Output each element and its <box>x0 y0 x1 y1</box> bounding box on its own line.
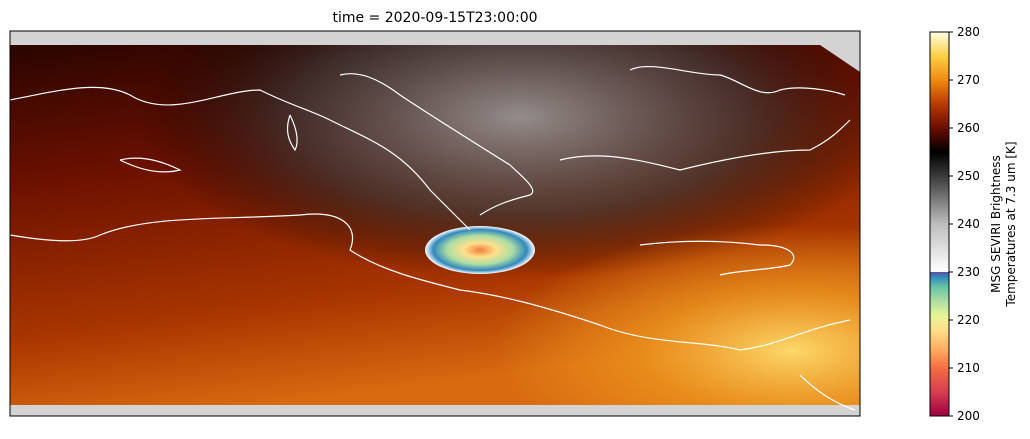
colorbar: MSG SEVIRI Brightness Temperatures at 7.… <box>929 25 1018 423</box>
colorbar-tick-label: 200 <box>957 409 980 423</box>
colorbar-label: MSG SEVIRI Brightness <box>989 155 1003 293</box>
colorbar-tick-label: 240 <box>957 217 980 231</box>
colorbar-label: Temperatures at 7.3 um [K] <box>1004 141 1018 307</box>
colorbar-tick-label: 250 <box>957 169 980 183</box>
colorbar-tick-label: 220 <box>957 313 980 327</box>
colorbar-tick-label: 210 <box>957 361 980 375</box>
storm-core <box>425 226 535 274</box>
colorbar-tick-label: 280 <box>957 25 980 39</box>
dry-air <box>10 45 860 405</box>
colorbar-tick-label: 230 <box>957 265 980 279</box>
colorbar-tick-label: 270 <box>957 73 980 87</box>
coastlines <box>9 66 856 411</box>
chart-title: time = 2020-09-15T23:00:00 <box>332 10 537 26</box>
map <box>9 30 861 417</box>
colorbar-fill <box>929 31 950 417</box>
map-frame <box>9 30 861 417</box>
colorbar-tick-label: 260 <box>957 121 980 135</box>
